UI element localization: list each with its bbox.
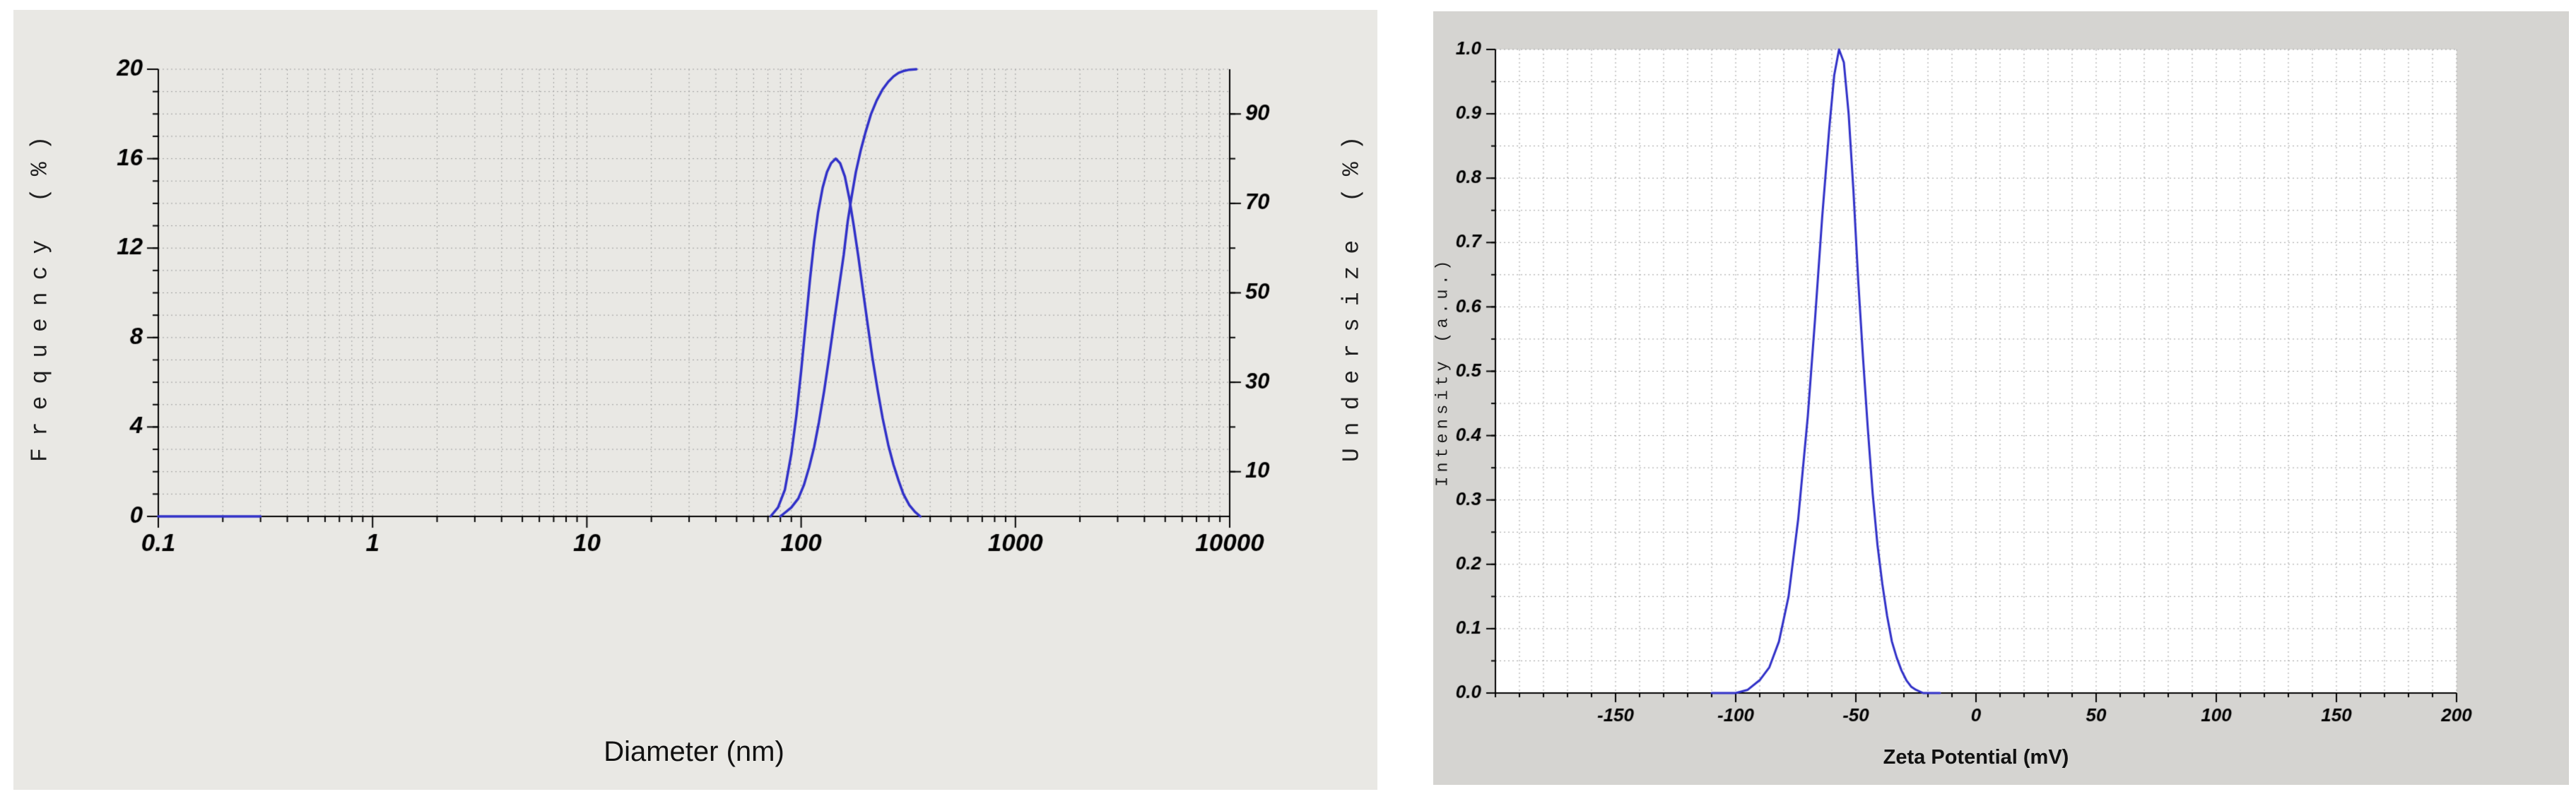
undersize-axis-label: Undersize (%) [1339, 124, 1365, 462]
particle-size-panel: Frequency (%) Undersize (%) Diameter (nm… [13, 10, 1377, 790]
particle-size-chart-canvas [13, 10, 1377, 790]
intensity-axis-label: Intensity (a.u.) [1433, 256, 1453, 487]
frequency-axis-label: Frequency (%) [27, 124, 54, 462]
zeta-potential-panel: Intensity (a.u.) Zeta Potential (mV) [1433, 11, 2569, 785]
diameter-axis-label: Diameter (nm) [604, 736, 784, 767]
zeta-potential-chart-canvas [1433, 11, 2569, 785]
zeta-axis-label: Zeta Potential (mV) [1883, 746, 2069, 769]
